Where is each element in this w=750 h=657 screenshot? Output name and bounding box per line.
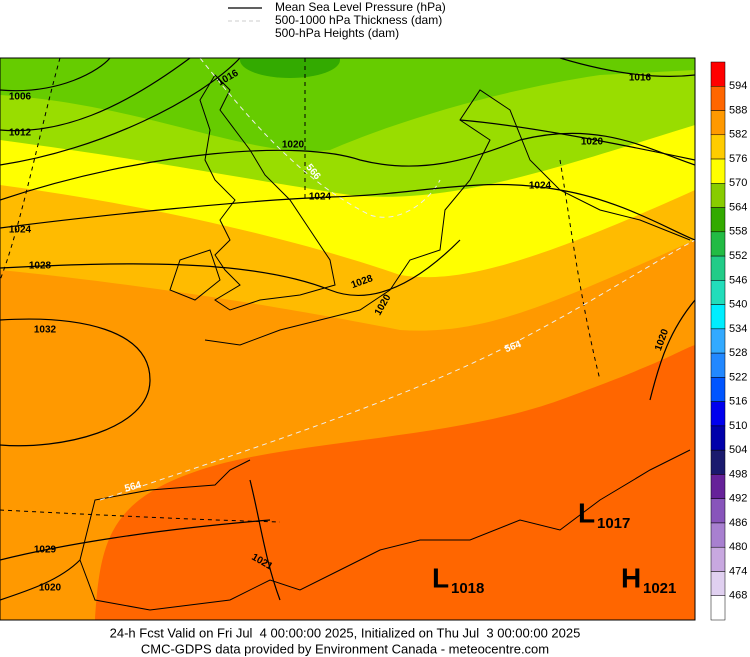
colorbar-segment	[710, 377, 726, 402]
colorbar-segment	[710, 280, 726, 305]
colorbar-segment	[710, 546, 726, 572]
colorbar-segment	[710, 61, 726, 87]
isobar-label: 1020	[282, 140, 305, 151]
map-frame	[0, 57, 696, 621]
colorbar-segment	[710, 401, 726, 427]
colorbar-segment	[710, 352, 726, 378]
map: 1016 1006 1012 1020 1024 1024 1028 1028 …	[0, 58, 695, 620]
colorbar-label: 492	[729, 493, 747, 505]
pressure-centers: L 1017 L 1018 H 1021	[432, 497, 676, 597]
isobar-label: 1032	[34, 325, 57, 336]
band	[95, 345, 695, 620]
colorbar-segment	[710, 571, 726, 596]
colorbar-segment	[710, 86, 726, 111]
colorbar-segment	[710, 255, 726, 281]
legend: Mean Sea Level Pressure (hPa) 500-1000 h…	[228, 0, 446, 40]
center-value: 1018	[451, 580, 484, 597]
colorbar-segment	[710, 231, 726, 257]
colorbar: 594 588 582 576 570 564 558 552 546 540 534 528 522 5…	[710, 61, 747, 621]
band	[240, 58, 340, 78]
colorbar-label: 588	[729, 104, 747, 116]
colorbar-label: 540	[729, 299, 747, 311]
legend-label: Mean Sea Level Pressure (hPa)	[275, 0, 446, 14]
colorbar-label: 516	[729, 396, 747, 408]
colorbar-label: 534	[729, 323, 747, 335]
legend-label: 500-1000 hPa Thickness (dam)	[275, 13, 442, 27]
colorbar-segment	[710, 498, 726, 524]
center-letter: H	[621, 562, 641, 593]
height-contours	[0, 58, 601, 523]
colorbar-label: 558	[729, 226, 747, 238]
footer-line: CMC-GDPS data provided by Environment Ca…	[141, 641, 549, 656]
center-letter: L	[578, 497, 595, 528]
isobar-label: 1012	[9, 128, 32, 139]
isobar-label: 1028	[29, 261, 52, 272]
isobars	[0, 58, 695, 601]
colorbar-label: 486	[729, 517, 747, 529]
colorbar-segment	[710, 183, 726, 208]
colorbar-label: 498	[729, 468, 747, 480]
colorbar-label: 582	[729, 129, 747, 141]
isobar-label: 1024	[309, 192, 332, 203]
center-value: 1021	[643, 580, 676, 597]
isobar-label: 1006	[9, 92, 32, 103]
thickness-contours	[99, 58, 695, 501]
colorbar-label: 528	[729, 347, 747, 359]
colorbar-label: 576	[729, 153, 747, 165]
colorbar-segment	[710, 134, 726, 160]
colorbar-segment	[710, 474, 726, 499]
colorbar-label: 564	[729, 201, 747, 213]
colorbar-label: 510	[729, 420, 747, 432]
colorbar-segment	[710, 595, 726, 621]
colorbar-label: 474	[729, 565, 747, 577]
isobar-label: 1024	[529, 181, 552, 192]
center-value: 1017	[597, 515, 630, 532]
colorbar-label: 552	[729, 250, 747, 262]
colorbar-label: 480	[729, 541, 747, 553]
colorbar-segment	[710, 110, 726, 136]
colorbar-segment	[710, 522, 726, 548]
isobar-label: 1024	[9, 225, 32, 236]
colorbar-segment	[710, 328, 726, 354]
isobar-label: 1020	[39, 583, 62, 594]
colorbar-label: 522	[729, 371, 747, 383]
colorbar-label: 594	[729, 80, 747, 92]
colorbar-segment	[710, 304, 726, 330]
colorbar-segment	[710, 425, 726, 451]
thickness-label: 564	[124, 480, 143, 495]
legend-label: 500-hPa Heights (dam)	[275, 26, 399, 40]
colorbar-label: 570	[729, 177, 747, 189]
colorbar-label: 504	[729, 444, 747, 456]
colorbar-label: 546	[729, 274, 747, 286]
band	[0, 58, 695, 152]
isobar-label: 1016	[629, 73, 652, 84]
isobar-label: 1029	[34, 545, 57, 556]
footer-line: 24-h Fcst Valid on Fri Jul 4 00:00:00 20…	[110, 625, 581, 640]
center-letter: L	[432, 562, 449, 593]
colorbar-segment	[710, 207, 726, 233]
colorbar-segment	[710, 158, 726, 184]
colorbar-segment	[710, 449, 726, 475]
isobar-label: 1020	[581, 137, 604, 148]
colorbar-label: 468	[729, 590, 747, 602]
